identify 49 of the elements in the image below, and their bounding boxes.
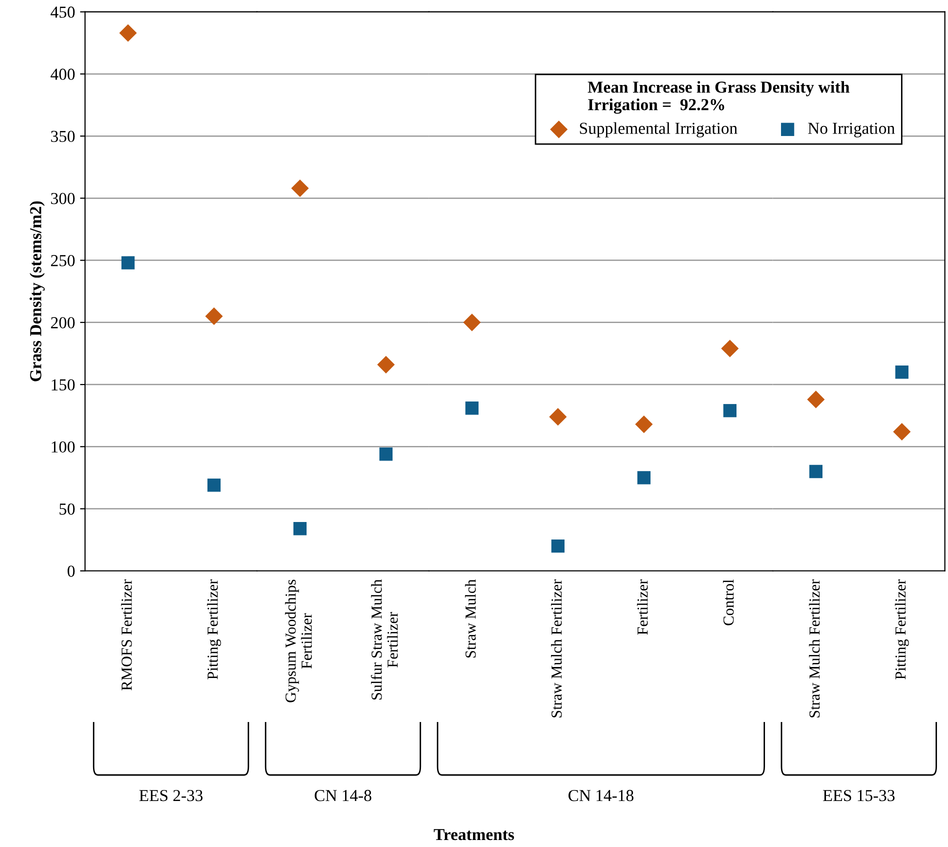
point — [895, 366, 908, 379]
point — [637, 471, 651, 484]
x-axis-title: CN 14-8 — [314, 790, 372, 802]
point — [205, 307, 223, 325]
point — [723, 404, 736, 418]
y-tick-label: 0 — [68, 566, 75, 577]
point — [551, 539, 565, 553]
x-tick-label: Control — [722, 580, 734, 626]
y-tick-label: 250 — [51, 255, 75, 266]
point — [119, 24, 137, 42]
point — [291, 179, 309, 198]
x-tick-label: Straw Mulch Fertilizer — [551, 579, 562, 718]
x-tick-label: Pitting Fertilizer — [894, 579, 909, 680]
point — [377, 356, 395, 374]
x-axis-title: EES 2-33 — [139, 790, 203, 802]
y-tick-label: 50 — [60, 503, 75, 515]
point — [463, 314, 481, 332]
x-tick-label: RMOFS Fertilizer — [121, 579, 132, 690]
x-axis-title: EES 15-33 — [823, 790, 895, 802]
y-tick-label: 150 — [52, 379, 75, 390]
x-tick-label: Pitting Fertilizer — [207, 579, 221, 680]
x-tick-label: Sulfur Straw Mulch Fertilizer — [370, 579, 398, 700]
y-tick-label: 450 — [50, 6, 75, 18]
point — [635, 416, 653, 434]
x-tick-label: Straw Mulch Fertilizer — [808, 579, 820, 718]
point — [465, 402, 479, 415]
point — [807, 390, 825, 408]
legend-title: Mean Increase in Grass Density with Irrigation = 92.2% — [588, 81, 850, 114]
point — [549, 408, 567, 426]
legend-label: No Irrigation — [808, 122, 895, 138]
x-tick-label: Fertilizer — [637, 579, 648, 635]
legend-label: Supplemental Irrigation — [580, 122, 738, 138]
y-tick-label: 200 — [51, 317, 75, 328]
text: Treatments — [434, 829, 514, 840]
y-tick-label: 350 — [51, 130, 75, 142]
y-tick-label: 400 — [50, 68, 75, 80]
x-tick-label: Gypsum Woodchips Fertilizer — [285, 580, 312, 702]
point — [379, 448, 393, 461]
point — [893, 422, 911, 441]
y-axis-title: Grass Density (stems/m2) — [30, 201, 45, 382]
x-axis-title: CN 14-18 — [568, 790, 634, 802]
y-tick-label: 100 — [52, 441, 75, 453]
point — [293, 522, 307, 536]
point — [721, 340, 739, 358]
point — [121, 256, 135, 270]
y-tick-label: 300 — [51, 192, 75, 204]
x-tick-label: Straw Mulch — [465, 579, 476, 658]
point — [207, 478, 221, 492]
point — [809, 464, 822, 478]
